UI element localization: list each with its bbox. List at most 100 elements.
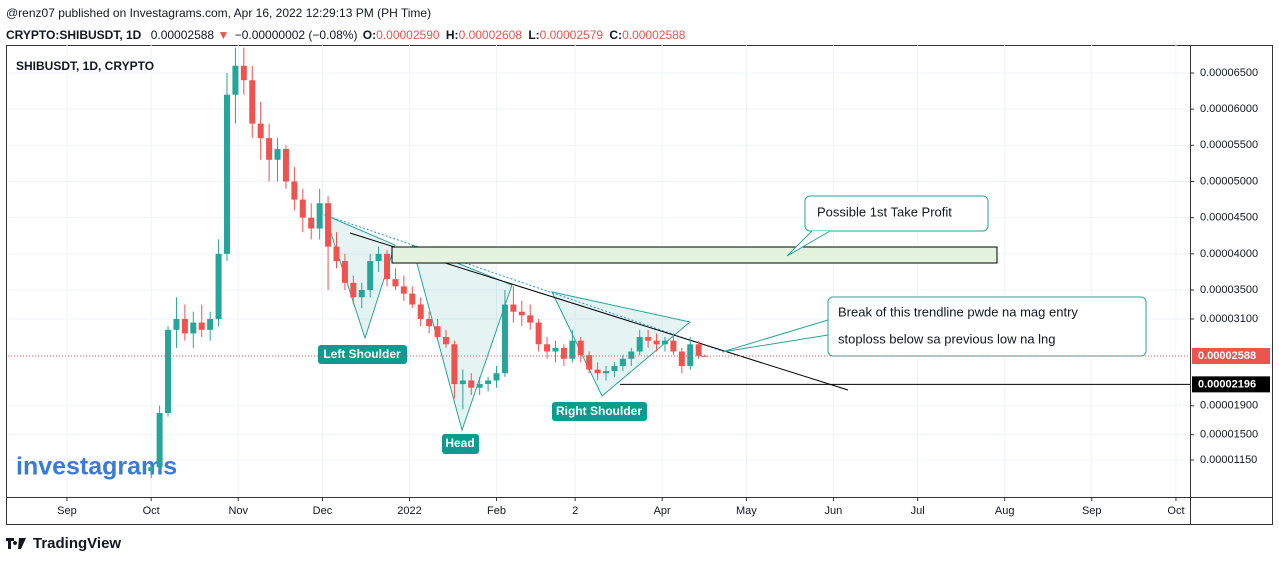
- arrow: ▼: [217, 28, 229, 42]
- candle-body: [636, 337, 643, 352]
- candle-body: [165, 329, 172, 414]
- label-badge: [318, 345, 407, 364]
- candle-body: [384, 253, 391, 280]
- watermark: investagrams: [16, 453, 177, 481]
- candle-body: [274, 148, 281, 160]
- candle-body: [678, 351, 685, 366]
- candle-body: [485, 380, 492, 385]
- pattern-label: Head: [445, 436, 474, 450]
- price-labels: 0.00006500 0.00006000 0.00005500 0.00005000…: [57, 67, 1270, 517]
- y-tick-label: 0.00001500: [1200, 429, 1258, 441]
- x-tick-label: Oct: [143, 505, 160, 517]
- candle-body: [232, 65, 239, 95]
- callout-tail: [786, 230, 831, 257]
- candle-body: [257, 123, 264, 139]
- x-tick-label: Sep: [57, 505, 77, 517]
- candle-body: [527, 315, 534, 323]
- ohlc-key: H:: [446, 28, 459, 42]
- candle-body: [173, 318, 180, 330]
- chart-frame: [6, 45, 1273, 525]
- legend: SHIBUSDT, 1D, CRYPTO: [16, 59, 154, 73]
- candle-body: [426, 318, 433, 327]
- ohlc-key: C:: [609, 28, 622, 42]
- candle-body: [653, 340, 660, 345]
- price-label: 0.00002588: [1198, 350, 1256, 362]
- take-profit-zone: [391, 246, 998, 264]
- candle-body: [501, 304, 508, 374]
- candle-body: [619, 358, 626, 366]
- candle-body: [476, 384, 483, 388]
- candle-body: [198, 322, 205, 330]
- candle-body: [341, 261, 348, 283]
- candle-body: [594, 369, 601, 374]
- candle-body: [190, 322, 197, 334]
- y-tick-label: 0.00006500: [1200, 67, 1258, 79]
- candle-body: [223, 94, 230, 254]
- y-tick-label: 0.00003100: [1200, 313, 1258, 325]
- candle-body: [291, 181, 298, 200]
- candle-body: [181, 318, 188, 334]
- candles: [8, 47, 1190, 479]
- x-tick-label: Jun: [825, 505, 843, 517]
- callout-text: Break of this trendline pwde na mag entr…: [838, 304, 1078, 319]
- y-tick-label: 0.00005000: [1200, 175, 1258, 187]
- candle-body: [645, 337, 652, 341]
- head-shape: [411, 244, 513, 432]
- candle-body: [282, 148, 289, 182]
- candle-body: [611, 365, 618, 372]
- candle-body: [409, 293, 416, 305]
- y-tick-label: 0.00005500: [1200, 139, 1258, 151]
- tv-icon: [6, 538, 26, 549]
- y-tick-label: 0.00004500: [1200, 212, 1258, 224]
- candle-body: [299, 199, 306, 218]
- ohlc-key: O:: [363, 28, 376, 42]
- y-tick-label: 0.00006000: [1200, 103, 1258, 115]
- candle-body: [249, 80, 256, 124]
- x-tick-label: 2: [572, 505, 578, 517]
- callout-box: [804, 195, 989, 232]
- brand: TradingView: [33, 535, 121, 552]
- label-badge: [552, 402, 647, 421]
- candle-body: [493, 373, 500, 381]
- y-tick-label: 0.00001150: [1200, 454, 1257, 466]
- ohlc-value: 0.00002579: [540, 28, 604, 42]
- price-label: 0.00002196: [1198, 378, 1256, 390]
- candle-body: [417, 304, 424, 319]
- candle-body: [240, 65, 247, 81]
- candle-body: [510, 304, 517, 312]
- candle-body: [569, 340, 576, 359]
- x-tick-label: Feb: [487, 505, 506, 517]
- ohlc-key: L:: [528, 28, 539, 42]
- candle-body: [266, 138, 273, 160]
- y-tick-label: 0.00004000: [1200, 248, 1258, 260]
- callout-text: stoploss below sa previous low na lng: [838, 331, 1056, 346]
- callout-tail: [721, 319, 829, 353]
- x-tick-label: May: [736, 505, 757, 517]
- candle-body: [308, 217, 315, 229]
- candle-body: [358, 290, 365, 298]
- candle-body: [375, 253, 382, 262]
- candle-body: [518, 311, 525, 316]
- candle-body: [367, 261, 374, 291]
- candle-body: [156, 413, 163, 468]
- price-label-bg: [1192, 348, 1270, 365]
- candle-body: [552, 347, 559, 352]
- candle-body: [400, 286, 407, 294]
- y-tick-label: 0.00001900: [1200, 400, 1258, 412]
- tv-logo: [6, 538, 26, 549]
- x-tick-label: Sep: [1082, 505, 1102, 517]
- candle-body: [544, 344, 551, 352]
- candle-body: [687, 344, 694, 366]
- right-shoulder-shape: [551, 291, 692, 397]
- candle-body: [451, 344, 458, 385]
- x-tick-label: Aug: [995, 505, 1015, 517]
- symbol: CRYPTO:SHIBUSDT, 1D: [6, 28, 142, 42]
- pattern-label: Right Shoulder: [556, 404, 642, 418]
- candle-body: [316, 203, 323, 229]
- pattern-drawings: Possible 1st Take Profit Break of this t…: [318, 195, 1147, 454]
- candle-body: [333, 246, 340, 262]
- candle-body: [392, 279, 399, 287]
- x-tick-label: Nov: [228, 505, 248, 517]
